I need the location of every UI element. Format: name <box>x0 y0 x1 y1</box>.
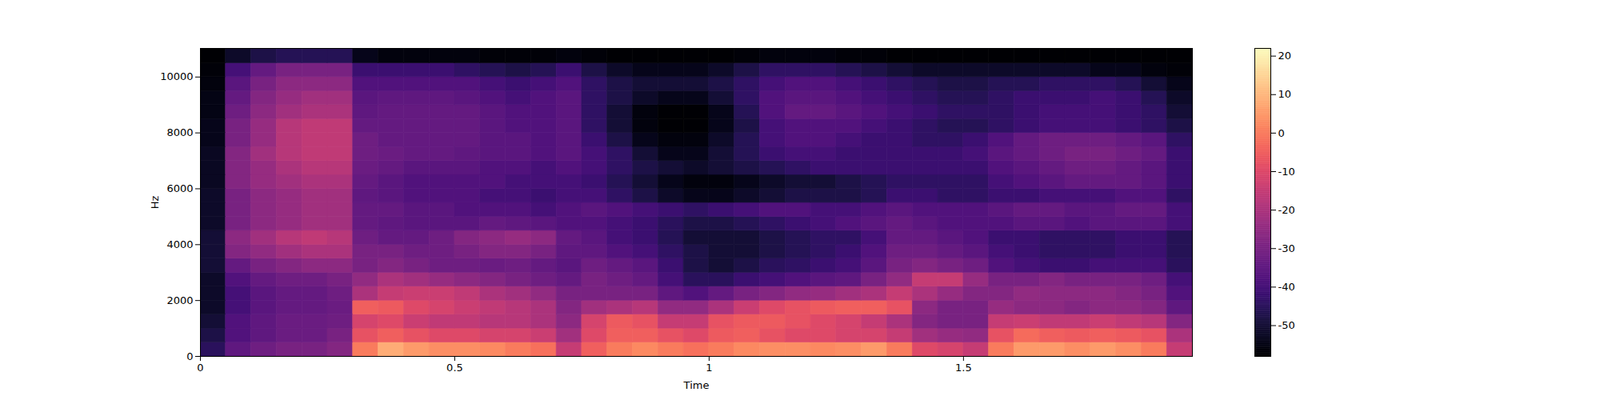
svg-text:0.5: 0.5 <box>446 361 464 374</box>
svg-text:-30: -30 <box>1278 242 1296 255</box>
svg-text:1: 1 <box>705 361 712 374</box>
svg-text:0: 0 <box>1278 127 1285 140</box>
svg-text:10: 10 <box>1278 88 1292 100</box>
svg-text:10000: 10000 <box>160 70 193 83</box>
svg-text:8000: 8000 <box>166 126 193 139</box>
svg-text:0: 0 <box>186 350 193 363</box>
svg-text:-10: -10 <box>1278 165 1296 178</box>
svg-text:20: 20 <box>1278 49 1292 62</box>
svg-text:-50: -50 <box>1278 319 1296 332</box>
svg-text:1.5: 1.5 <box>955 361 972 374</box>
svg-text:Time: Time <box>683 379 710 392</box>
svg-text:6000: 6000 <box>166 182 193 195</box>
svg-text:Hz: Hz <box>148 196 161 210</box>
svg-text:-40: -40 <box>1278 280 1296 293</box>
svg-text:-20: -20 <box>1278 204 1296 216</box>
svg-text:0: 0 <box>196 361 204 374</box>
svg-text:2000: 2000 <box>166 294 193 307</box>
svg-text:4000: 4000 <box>166 238 193 251</box>
